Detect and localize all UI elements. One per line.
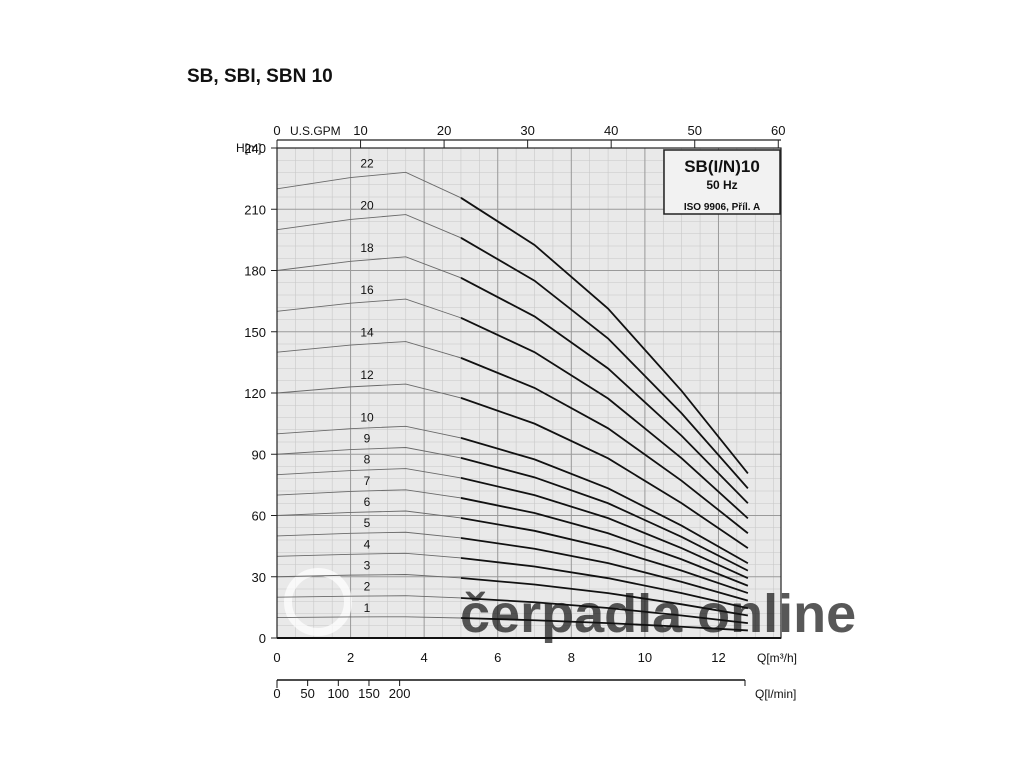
top-axis-tick-label: 50 [687, 123, 701, 138]
curve-label-20: 20 [360, 199, 374, 213]
curve-3 [460, 577, 749, 617]
y-tick-label: 90 [252, 447, 266, 462]
info-box-note: ISO 9906, Příl. A [684, 202, 760, 213]
y-tick-label: 30 [252, 570, 266, 585]
curve-label-9: 9 [364, 432, 371, 446]
page-title: SB, SBI, SBN 10 [187, 66, 333, 87]
curve-14 [460, 357, 749, 534]
curve-12-low-flow [276, 383, 462, 399]
info-box-subtitle: 50 Hz [706, 178, 737, 192]
curve-20-low-flow [276, 214, 462, 239]
bottom-axis-tick-label: 150 [358, 686, 380, 701]
curve-label-3: 3 [364, 559, 371, 573]
curve-label-5: 5 [364, 516, 371, 530]
y-tick-label: 0 [259, 631, 266, 646]
top-axis-tick-label: 60 [771, 123, 785, 138]
top-axis-tick-label: 10 [353, 123, 367, 138]
curve-12 [460, 397, 749, 549]
info-box-title: SB(I/N)10 [684, 157, 760, 176]
curve-16 [460, 317, 749, 520]
y-tick-label: 120 [244, 386, 266, 401]
curve-18-low-flow [276, 256, 462, 279]
x-tick-label: 12 [711, 650, 725, 665]
curve-label-14: 14 [360, 326, 374, 340]
curve-5-low-flow [276, 531, 461, 539]
x-tick-label: 4 [421, 650, 428, 665]
curve-label-8: 8 [364, 453, 371, 467]
x-axis-label: Q[m³/h] [757, 651, 797, 665]
curve-4 [460, 557, 749, 610]
curve-5 [460, 537, 749, 602]
curve-label-2: 2 [364, 580, 371, 594]
top-axis-label: U.S.GPM [290, 124, 341, 138]
curve-22 [460, 197, 749, 475]
curve-7-low-flow [276, 489, 462, 499]
curve-9-low-flow [276, 447, 462, 459]
bottom-axis-tick-label: 50 [300, 686, 314, 701]
x-tick-label: 2 [347, 650, 354, 665]
curve-4-low-flow [276, 552, 461, 559]
curve-9 [460, 457, 749, 572]
bottom-axis-tick-label: 0 [273, 686, 280, 701]
curve-2 [460, 597, 748, 624]
curve-1-low-flow [276, 616, 461, 619]
y-tick-label: 60 [252, 509, 266, 524]
curve-10 [460, 437, 749, 565]
curve-20 [460, 237, 749, 489]
curve-label-22: 22 [360, 156, 374, 170]
x-tick-label: 8 [568, 650, 575, 665]
info-box [663, 149, 781, 215]
curve-label-4: 4 [364, 537, 371, 551]
top-axis-tick-label: 20 [437, 123, 451, 138]
curve-label-16: 16 [360, 283, 374, 297]
curve-18 [460, 277, 749, 504]
y-tick-label: 150 [244, 325, 266, 340]
curve-8-low-flow [276, 468, 462, 479]
top-axis-tick-label: 0 [273, 123, 280, 138]
curve-3-low-flow [276, 574, 461, 579]
curve-6-low-flow [276, 510, 461, 519]
y-tick-label: 240 [244, 141, 266, 156]
y-tick-label: 180 [244, 264, 266, 279]
curve-10-low-flow [276, 425, 462, 439]
x-tick-label: 10 [638, 650, 652, 665]
top-axis-tick-label: 40 [604, 123, 618, 138]
x-tick-label: 6 [494, 650, 501, 665]
bottom-axis-tick-label: 100 [327, 686, 349, 701]
curve-label-10: 10 [360, 410, 374, 424]
top-axis-tick-label: 30 [520, 123, 534, 138]
bottom-axis-label: Q[l/min] [755, 687, 796, 701]
curve-label-6: 6 [364, 495, 371, 509]
curve-6 [460, 517, 749, 594]
curve-label-18: 18 [360, 241, 374, 255]
curve-22-low-flow [276, 171, 462, 199]
curve-label-12: 12 [360, 368, 374, 382]
y-tick-label: 210 [244, 202, 266, 217]
curve-7 [460, 497, 749, 587]
curve-label-7: 7 [364, 474, 371, 488]
y-axis-label: H[m] [236, 141, 261, 155]
curve-2-low-flow [276, 595, 461, 599]
x-tick-label: 0 [273, 650, 280, 665]
curve-1 [460, 617, 748, 632]
curve-16-low-flow [276, 298, 462, 319]
curve-label-1: 1 [364, 601, 371, 615]
curve-8 [460, 477, 749, 579]
watermark-logo-icon [284, 568, 352, 636]
curve-14-low-flow [276, 341, 462, 359]
bottom-axis-tick-label: 200 [389, 686, 411, 701]
